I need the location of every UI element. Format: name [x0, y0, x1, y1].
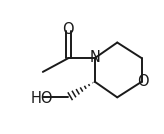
Text: O: O — [62, 22, 74, 37]
Text: HO: HO — [31, 91, 53, 106]
Text: O: O — [137, 74, 149, 89]
Text: N: N — [89, 50, 100, 65]
